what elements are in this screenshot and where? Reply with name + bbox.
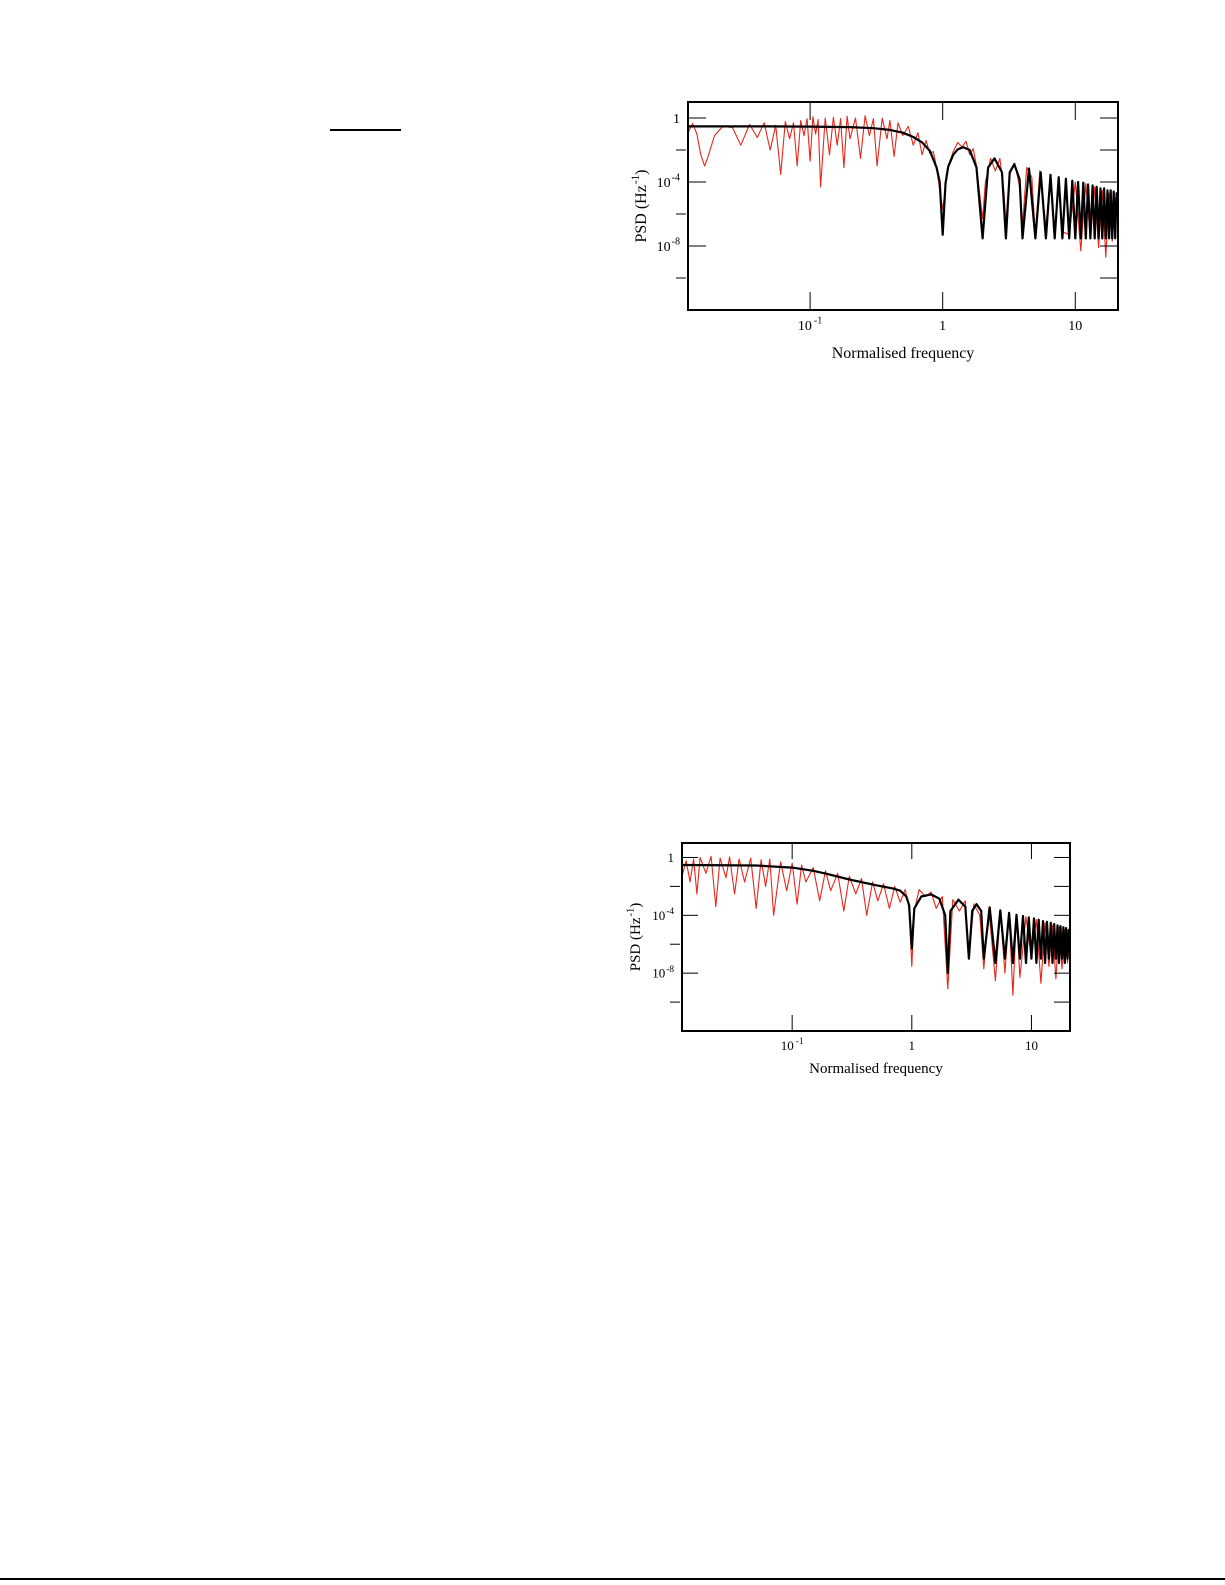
y-axis-label: PSD (Hz-1) [626, 903, 645, 972]
horizontal-rule-short [330, 129, 401, 131]
plot-area [682, 855, 1070, 996]
measured-psd-line [682, 855, 1070, 996]
y-tick-label: 10-8 [652, 965, 674, 981]
x-tick-label: 10 [1025, 1038, 1038, 1053]
psd-chart-bottom: 10 -1 1 10 1 10-4 10-8 Normalised frequency PSD … [626, 842, 1071, 1077]
x-tick-label: 1 [939, 319, 946, 334]
y-tick-label: 10-4 [652, 907, 674, 923]
x-tick-label: 10 [1068, 319, 1082, 334]
plot-frame [687, 101, 1119, 311]
psd-chart-top: 10 -1 1 10 1 10-4 10-8 Normalised frequency PSD … [630, 101, 1119, 362]
page-bottom-rule [0, 1578, 1225, 1580]
model-line [688, 125, 1118, 240]
y-tick-label: 1 [673, 112, 680, 127]
x-axis-label: Normalised frequency [832, 345, 975, 362]
x-tick-label: 1 [909, 1038, 916, 1053]
y-tick-label: 10-4 [657, 173, 680, 191]
x-tick-label: 10 -1 [781, 1037, 804, 1053]
x-tick-label: 10 -1 [798, 316, 822, 334]
plot-area [688, 115, 1118, 258]
model-line [682, 863, 1070, 975]
y-tick-label: 10-8 [657, 237, 680, 255]
y-axis-label: PSD (Hz-1) [630, 170, 650, 243]
y-tick-label: 1 [668, 850, 675, 865]
plot-frame [681, 842, 1071, 1032]
x-axis-label: Normalised frequency [809, 1061, 943, 1077]
